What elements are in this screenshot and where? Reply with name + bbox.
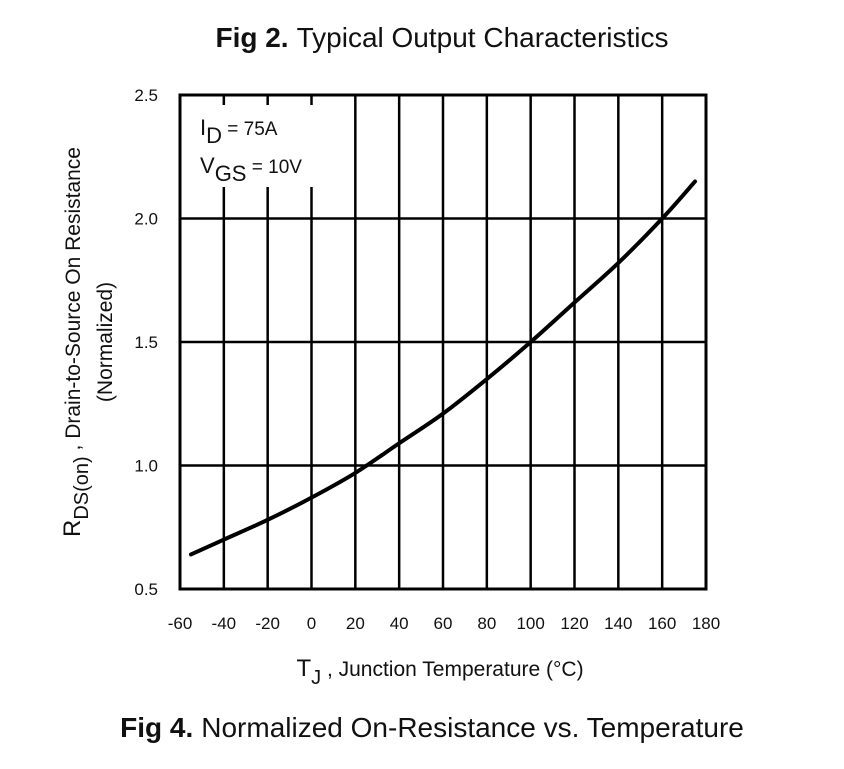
x-axis-label: TJ , Junction Temperature (°C) xyxy=(296,655,583,689)
x-tick-label: 180 xyxy=(692,614,720,633)
footer-figure-number: Fig 4. xyxy=(120,712,194,743)
footer-figure-caption: Normalized On-Resistance vs. Temperature xyxy=(201,712,744,743)
x-tick-label: -20 xyxy=(255,614,280,633)
footer-figure-title: Fig 4. Normalized On-Resistance vs. Tempe… xyxy=(10,712,844,744)
x-tick-label: 60 xyxy=(434,614,453,633)
y-axis-label-normalized: (Normalized) xyxy=(94,282,117,402)
series-line xyxy=(188,179,698,557)
drain-current-annotation: ID = 75A xyxy=(200,115,278,148)
y-tick-label: 0.5 xyxy=(134,580,158,599)
y-axis-label: RDS(on) , Drain-to-Source On Resistance xyxy=(59,147,93,537)
x-tick-label: -60 xyxy=(168,614,193,633)
x-tick-label: 0 xyxy=(307,614,316,633)
y-tick-label: 2.5 xyxy=(134,86,158,105)
x-tick-label: 40 xyxy=(390,614,409,633)
header-figure-title: Fig 2. Typical Output Characteristics xyxy=(20,22,844,54)
header-figure-number: Fig 2. xyxy=(215,22,289,53)
x-tick-label: 120 xyxy=(560,614,588,633)
x-tick-label: 160 xyxy=(648,614,676,633)
x-tick-label: 80 xyxy=(477,614,496,633)
x-tick-label: 20 xyxy=(346,614,365,633)
annotation-background xyxy=(190,105,325,187)
y-tick-label: 1.0 xyxy=(134,457,158,476)
y-axis-label-group: RDS(on) , Drain-to-Source On Resistance(… xyxy=(59,147,117,537)
x-tick-label: 140 xyxy=(604,614,632,633)
x-tick-label: -40 xyxy=(212,614,237,633)
gate-voltage-annotation: VGS = 10V xyxy=(200,153,302,186)
y-tick-label: 2.0 xyxy=(134,210,158,229)
plot-frame xyxy=(178,93,708,591)
header-figure-caption: Typical Output Characteristics xyxy=(296,22,669,53)
y-tick-label: 1.5 xyxy=(134,333,158,352)
x-tick-label: 100 xyxy=(516,614,544,633)
